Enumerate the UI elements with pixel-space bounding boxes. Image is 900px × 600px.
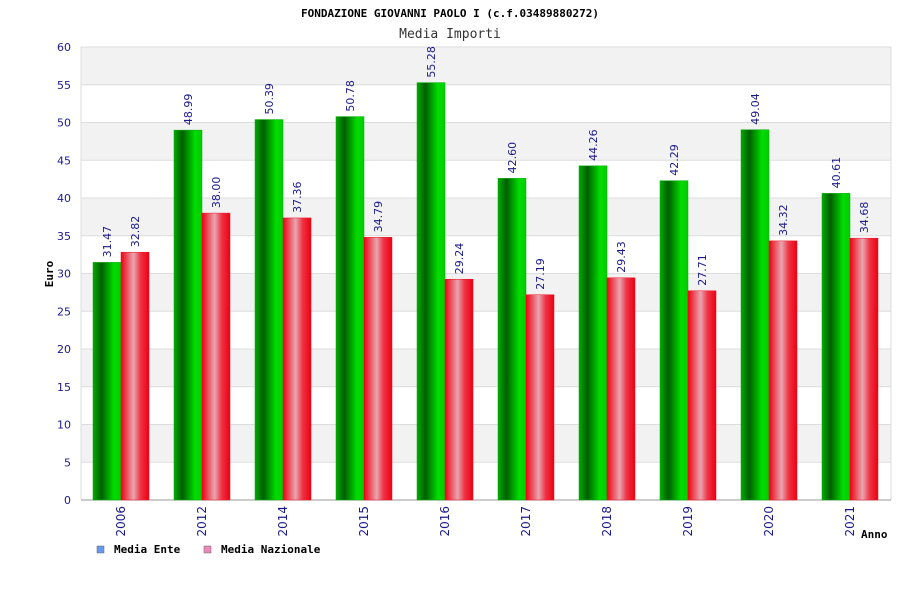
bar-media-nazionale-2017 [525, 294, 555, 501]
bar-media-ente-2014 [254, 119, 284, 501]
value-label: 34.68 [858, 202, 871, 234]
x-axis-title: Anno [861, 528, 888, 541]
value-label: 38.00 [210, 177, 223, 209]
value-label: 42.29 [668, 144, 681, 176]
bar-media-ente-2012 [173, 129, 203, 501]
value-labels: 31.47 32.82 48.99 38.00 50.39 37.36 50.78 34.79… [101, 46, 871, 290]
bar-media-nazionale-2012 [201, 212, 231, 501]
x-tick-label: 2020 [762, 506, 776, 537]
value-label: 29.24 [453, 243, 466, 275]
chart-title: FONDAZIONE GIOVANNI PAOLO I (c.f.0348988… [301, 7, 599, 20]
y-tick-label: 0 [64, 494, 71, 507]
y-tick-label: 25 [57, 305, 71, 318]
value-label: 50.78 [344, 80, 357, 112]
value-label: 55.28 [425, 46, 438, 78]
y-axis-ticks: 0 5 10 15 20 25 30 35 40 45 50 55 60 [57, 41, 71, 507]
legend-swatch-media-nazionale [203, 545, 212, 554]
grid-band [81, 122, 891, 161]
bar-media-nazionale-2020 [768, 240, 798, 501]
grid-band [81, 160, 891, 198]
bar-media-nazionale-2006 [120, 251, 150, 501]
bar-media-nazionale-2018 [606, 277, 636, 501]
grid-band [81, 84, 891, 123]
bar-media-ente-2019 [659, 180, 689, 501]
value-label: 40.61 [830, 157, 843, 189]
bar-media-nazionale-2014 [282, 217, 312, 501]
legend: Media Ente Media Nazionale [96, 543, 321, 556]
bars [92, 82, 879, 501]
value-label: 49.04 [749, 93, 762, 125]
y-tick-label: 45 [57, 154, 71, 167]
legend-label-media-ente: Media Ente [114, 543, 181, 556]
y-tick-label: 10 [57, 419, 71, 432]
value-label: 42.60 [506, 142, 519, 174]
bar-media-nazionale-2019 [687, 290, 717, 501]
legend-label-media-nazionale: Media Nazionale [221, 543, 321, 556]
y-tick-label: 60 [57, 41, 71, 54]
x-tick-label: 2015 [357, 506, 371, 537]
value-label: 48.99 [182, 94, 195, 126]
x-tick-label: 2006 [114, 506, 128, 537]
value-label: 31.47 [101, 226, 114, 258]
y-tick-label: 5 [64, 456, 71, 469]
value-label: 34.79 [372, 201, 385, 233]
value-label: 37.36 [291, 181, 304, 213]
value-label: 27.71 [696, 254, 709, 286]
value-label: 50.39 [263, 83, 276, 115]
bar-media-ente-2006 [92, 262, 122, 501]
x-tick-label: 2018 [600, 506, 614, 537]
value-label: 34.32 [777, 204, 790, 236]
bar-media-ente-2016 [416, 82, 446, 501]
x-tick-label: 2019 [681, 506, 695, 537]
x-tick-label: 2016 [438, 506, 452, 537]
chart-subtitle: Media Importi [399, 27, 501, 42]
y-tick-label: 40 [57, 192, 71, 205]
y-tick-label: 35 [57, 230, 71, 243]
bar-media-ente-2017 [497, 178, 527, 501]
x-tick-label: 2014 [276, 506, 290, 537]
x-tick-label: 2012 [195, 506, 209, 537]
value-label: 44.26 [587, 129, 600, 161]
y-tick-label: 55 [57, 79, 71, 92]
bar-media-nazionale-2015 [363, 237, 393, 501]
y-tick-label: 30 [57, 268, 71, 281]
x-axis-ticks: 2006 2012 2014 2015 2016 2017 2018 2019 2020 2021 [114, 506, 857, 537]
bar-media-ente-2021 [821, 193, 851, 501]
y-tick-label: 20 [57, 343, 71, 356]
y-tick-label: 15 [57, 381, 71, 394]
y-tick-label: 50 [57, 117, 71, 130]
bar-media-ente-2018 [578, 165, 608, 501]
legend-swatch-media-ente [96, 545, 105, 554]
bar-media-ente-2015 [335, 116, 365, 501]
value-label: 29.43 [615, 241, 628, 273]
value-label: 32.82 [129, 216, 142, 248]
x-tick-label: 2021 [843, 506, 857, 537]
bar-media-ente-2020 [740, 129, 770, 501]
y-axis-title: Euro [43, 260, 56, 287]
bar-media-nazionale-2021 [849, 237, 879, 501]
bar-media-nazionale-2016 [444, 278, 474, 501]
x-tick-label: 2017 [519, 506, 533, 537]
grid-band [81, 47, 891, 85]
value-label: 27.19 [534, 258, 547, 290]
